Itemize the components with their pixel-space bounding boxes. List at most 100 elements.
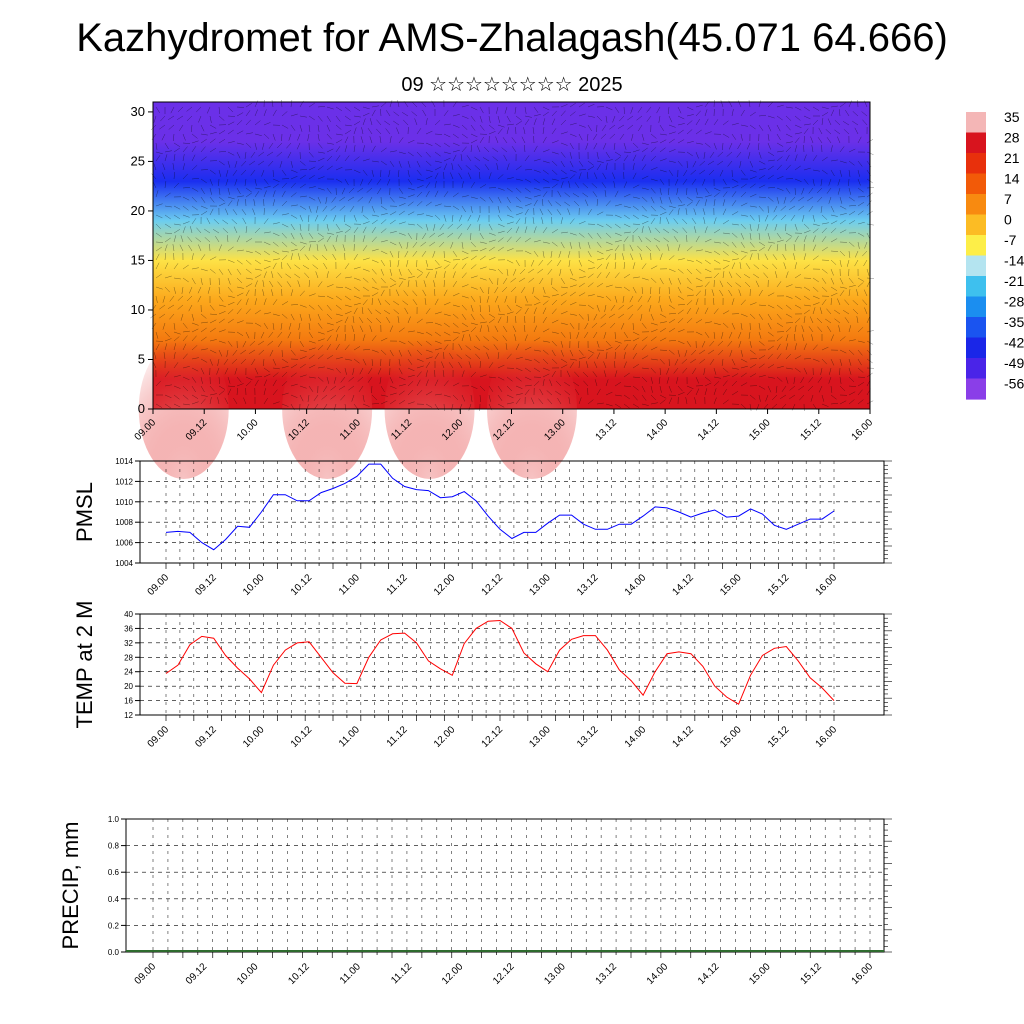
x-tick-label: 13.00 [527,724,553,750]
colorbar-cell [966,317,986,339]
x-tick-label: 09.00 [146,572,172,598]
x-tick-label: 14.12 [696,961,722,987]
x-tick-label: 13.12 [575,572,601,598]
x-tick-label: 15.00 [747,961,773,987]
colorbar-cell [966,112,986,134]
x-tick-label: 13.12 [594,417,620,443]
x-tick-label: 12.00 [432,724,458,750]
y-tick-label: 28 [124,653,133,662]
y-tick-label: 16 [124,697,133,706]
x-tick-label: 11.12 [385,572,410,597]
colorbar-label: -21 [1004,273,1024,289]
colorbar-cell [966,214,986,236]
colorbar-cell [966,235,986,257]
colorbar-label: 7 [1004,191,1012,207]
x-tick-label: 14.00 [645,417,671,443]
y-tick-label: 0.0 [108,948,120,957]
colorbar-cell [966,276,986,298]
x-tick-label: 10.00 [235,961,261,987]
x-tick-label: 12.12 [480,724,506,750]
x-tick-label: 11.12 [389,961,414,986]
colorbar-label: -42 [1004,335,1024,351]
x-tick-label: 16.00 [850,961,876,987]
x-tick-label: 11.00 [337,724,362,749]
x-tick-label: 12.12 [491,961,517,987]
y-tick-label: 40 [124,610,133,619]
pmsl-panel: 1004 1006 1008 1010 1012 1014 09.00 09.12 10.00 1… [72,457,892,598]
x-tick-label: 13.00 [542,961,568,987]
y-tick-label: 0 [138,401,145,416]
x-tick-label: 14.12 [671,724,697,750]
x-tick-label: 10.00 [241,572,267,598]
colorbar-label: 35 [1004,109,1020,125]
colorbar-label: -7 [1004,232,1017,248]
x-tick-label: 11.00 [337,572,362,597]
colorbar-label: -28 [1004,294,1024,310]
y-tick-label: 20 [131,203,145,218]
x-tick-label: 15.12 [766,724,792,750]
y-tick-label: 10 [131,302,145,317]
y-tick-label: 32 [124,639,133,648]
page-title: Kazhydromet for AMS-Zhalagash(45.071 64.… [76,16,948,60]
colorbar-cell [966,194,986,216]
temp-panel: 12 16 20 24 28 32 36 40 09.00 09.12 10.00 10.12 11.0… [72,601,892,750]
colorbar-label: 21 [1004,150,1020,166]
x-tick-label: 09.12 [193,724,219,750]
pmsl-panel-series [165,463,835,551]
y-tick-label: 0.4 [108,895,120,904]
precip-panel-ylabel: PRECIP, mm [58,822,83,950]
x-tick-label: 10.00 [235,417,261,443]
colorbar-cell [966,337,986,359]
x-tick-label: 16.00 [850,417,876,443]
colorbar-label: -49 [1004,355,1024,371]
precip-panel: 0.0 0.2 0.4 0.6 0.8 1.0 09.00 09.12 10.00 10.12 11… [58,815,892,987]
wind-vectors [150,99,875,412]
x-tick-label: 12.00 [432,572,458,598]
y-tick-label: 0.2 [108,921,120,930]
x-tick-label: 15.00 [718,724,744,750]
colorbar-cell [966,132,986,154]
y-tick-label: 1008 [115,518,133,527]
colorbar-cell [966,173,986,195]
y-tick-label: 36 [124,624,133,633]
colorbar-label: 28 [1004,130,1020,146]
y-tick-label: 1004 [115,559,133,568]
y-tick-label: 12 [124,711,133,720]
y-tick-label: 20 [124,682,133,691]
y-tick-label: 15 [131,252,145,267]
y-tick-label: 0.8 [108,842,120,851]
x-tick-label: 13.12 [575,724,601,750]
x-tick-label: 11.00 [338,961,363,986]
colorbar-label: 14 [1004,171,1020,187]
x-tick-label: 12.00 [440,961,466,987]
temp-panel-series [165,619,835,705]
colorbar-cell [966,255,986,277]
colorbar-label: -56 [1004,376,1024,392]
y-tick-label: 1014 [115,457,133,466]
x-tick-label: 13.12 [594,961,620,987]
x-tick-label: 14.00 [645,961,671,987]
colorbar-cell [966,358,986,380]
colorbar-label: -35 [1004,314,1024,330]
x-tick-label: 10.12 [289,572,315,598]
y-tick-label: 1012 [115,477,133,486]
y-tick-label: 5 [138,351,145,366]
x-tick-label: 10.12 [286,961,312,987]
x-tick-label: 15.00 [718,572,744,598]
x-tick-label: 13.00 [527,572,553,598]
colorbar-cell [966,296,986,318]
y-tick-label: 0.6 [108,868,120,877]
y-tick-label: 1010 [115,498,133,507]
x-tick-label: 12.12 [480,572,506,598]
colorbar-cell [966,153,986,175]
colorbar-cell [966,378,986,400]
pmsl-panel-frame [139,460,885,564]
x-tick-label: 15.12 [798,417,824,443]
x-tick-label: 09.00 [133,961,159,987]
y-tick-label: 1.0 [108,815,120,824]
x-tick-label: 09.12 [184,961,210,987]
x-tick-label: 10.00 [241,724,267,750]
x-tick-label: 15.00 [747,417,773,443]
colorbar-label: -14 [1004,253,1024,269]
x-tick-label: 09.00 [146,724,172,750]
